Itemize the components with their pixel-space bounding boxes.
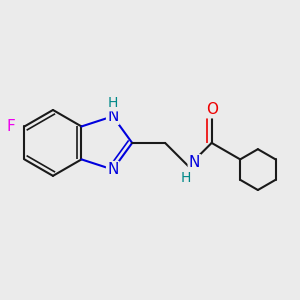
Text: O: O	[206, 102, 218, 117]
Text: N: N	[189, 155, 200, 170]
Text: F: F	[6, 119, 15, 134]
Text: H: H	[181, 171, 191, 185]
Text: H: H	[108, 96, 118, 110]
Text: N: N	[107, 109, 118, 124]
Text: N: N	[107, 162, 118, 177]
